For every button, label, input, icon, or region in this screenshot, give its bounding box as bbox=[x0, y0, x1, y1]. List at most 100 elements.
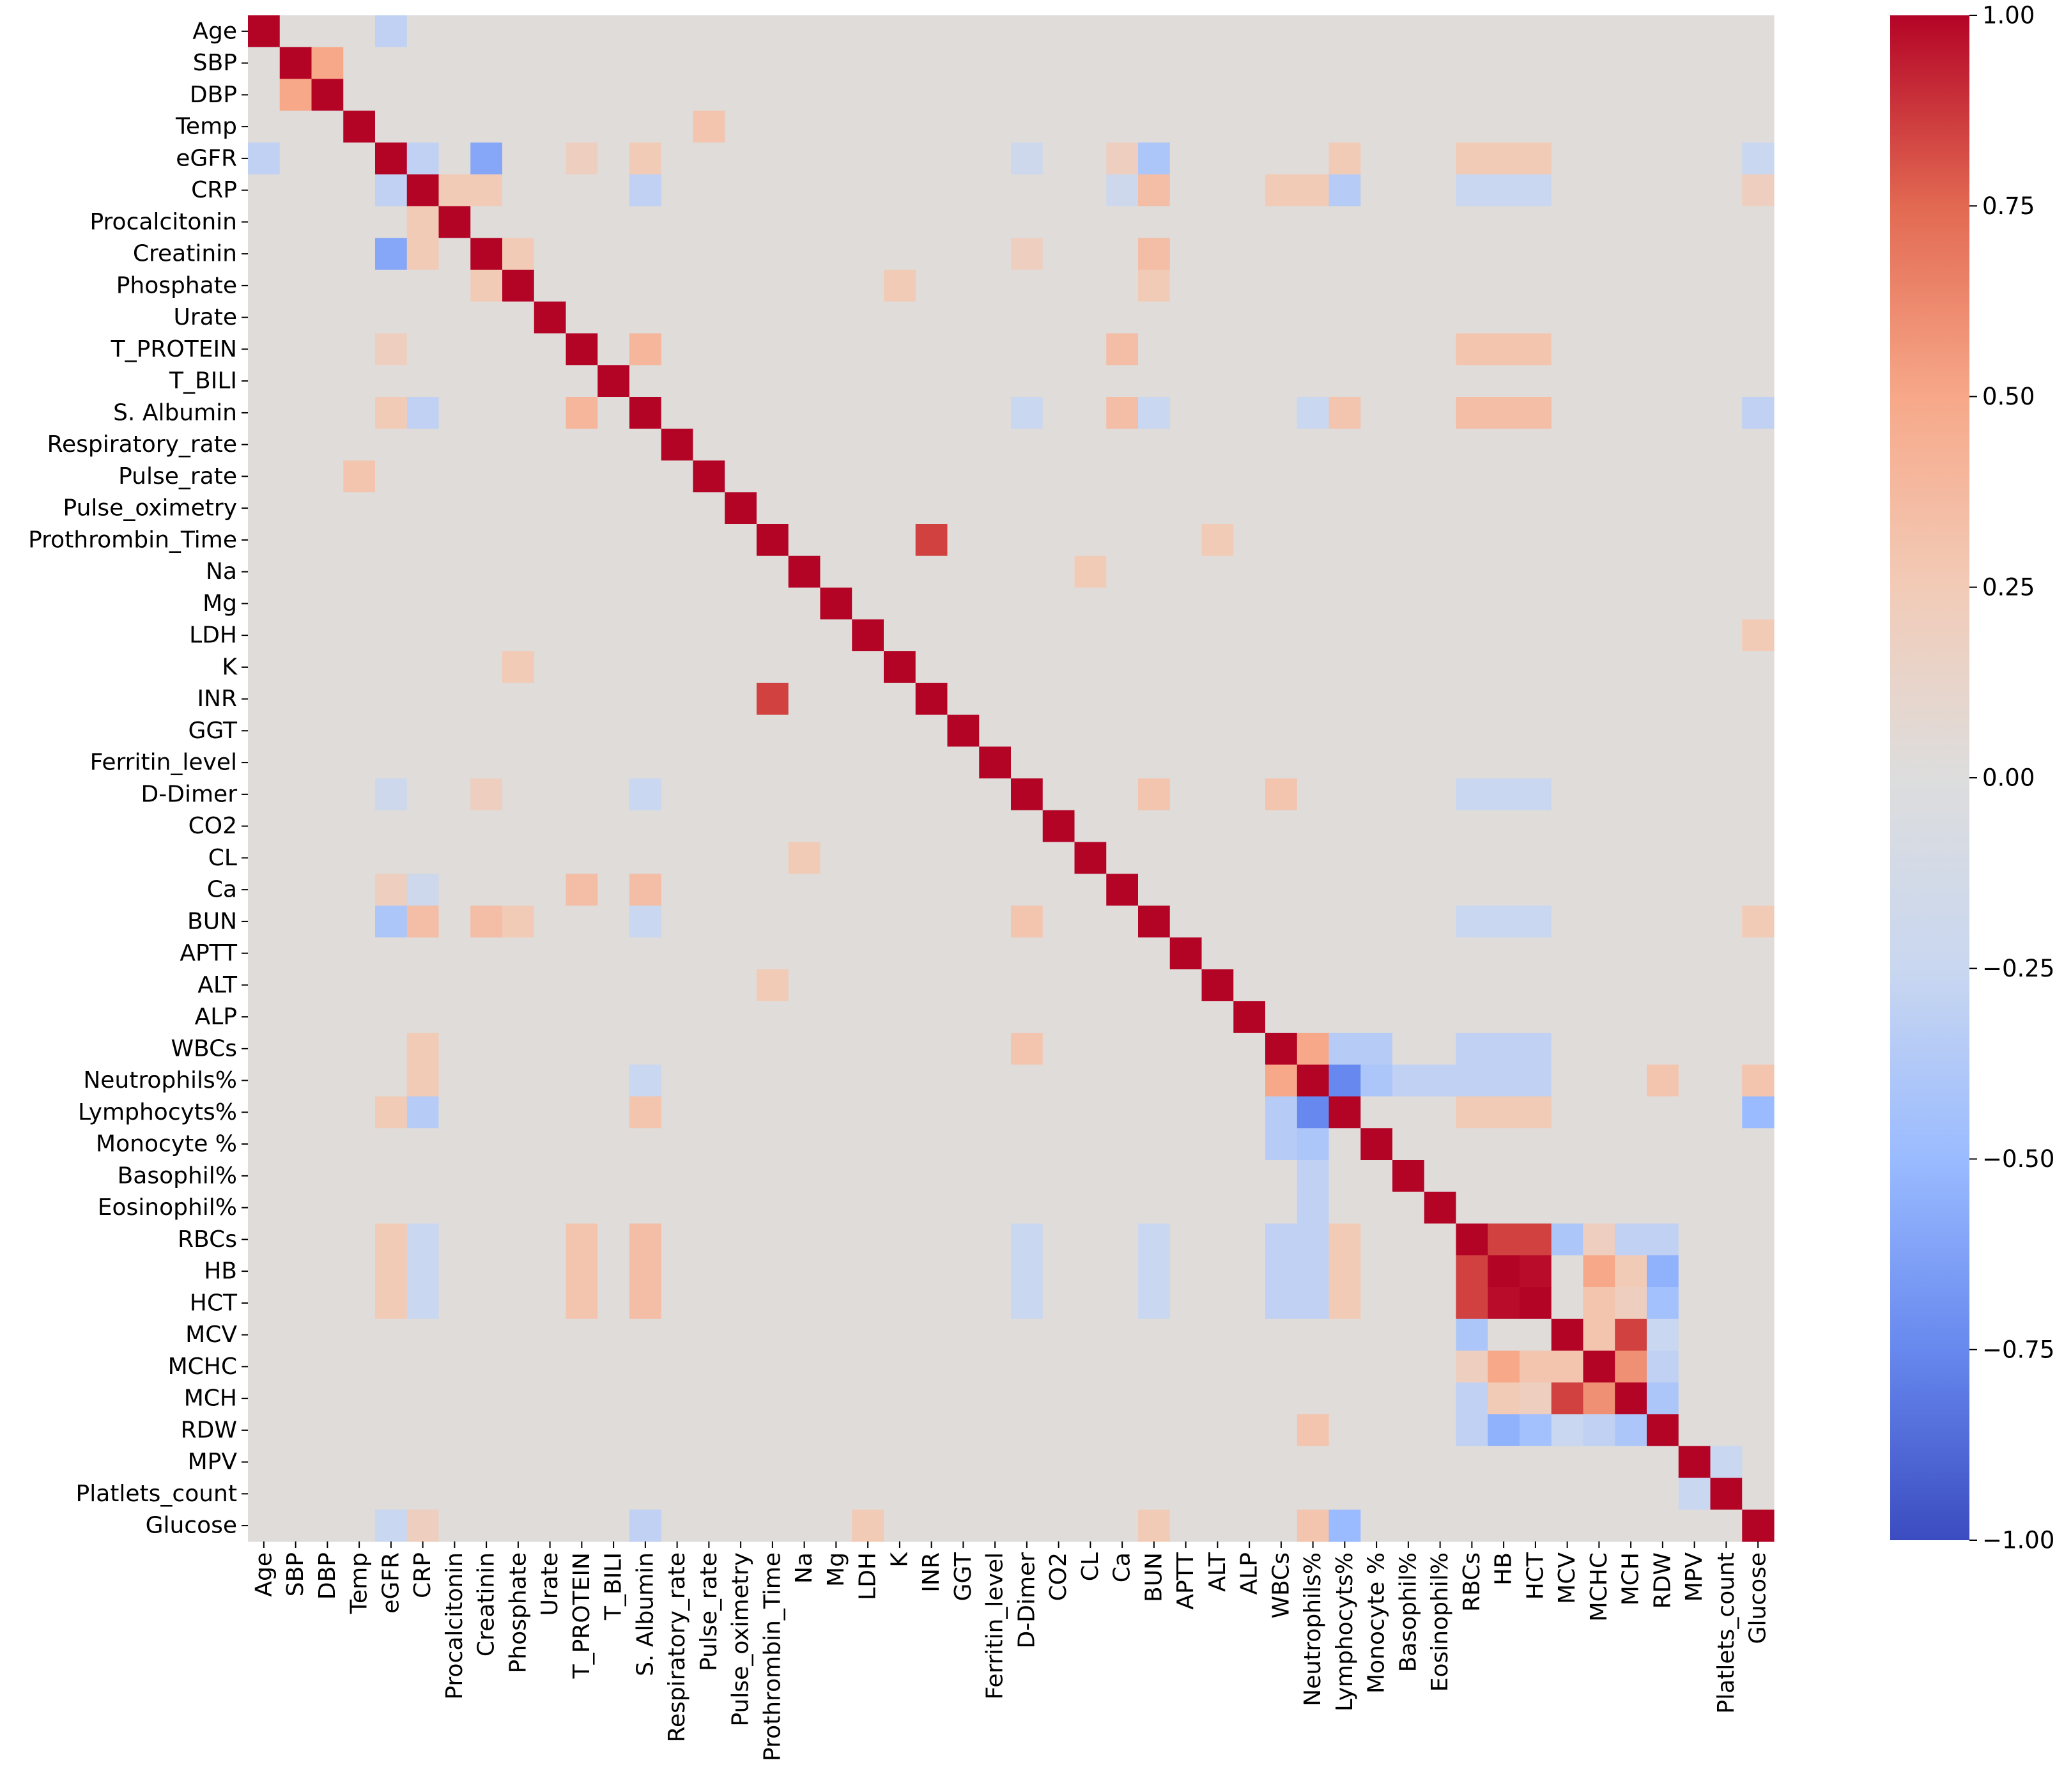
heatmap-cell bbox=[1583, 778, 1615, 811]
heatmap-cell bbox=[1647, 906, 1679, 938]
heatmap-cell bbox=[1583, 397, 1615, 429]
heatmap-cell bbox=[1551, 365, 1584, 398]
heatmap-cell bbox=[406, 1478, 440, 1510]
heatmap-cell bbox=[979, 460, 1012, 493]
heatmap-cell bbox=[1106, 428, 1139, 461]
heatmap-cell bbox=[502, 555, 535, 589]
heatmap-cell bbox=[1297, 874, 1330, 906]
heatmap-cell bbox=[534, 79, 567, 111]
heatmap-cell bbox=[470, 1001, 503, 1033]
heatmap-cell bbox=[884, 714, 916, 747]
heatmap-cell bbox=[1424, 619, 1457, 652]
heatmap-cell bbox=[884, 969, 916, 1001]
heatmap-cell bbox=[1710, 111, 1743, 143]
heatmap-cell bbox=[1742, 1064, 1775, 1097]
heatmap-cell bbox=[1360, 1478, 1393, 1510]
heatmap-cell bbox=[1520, 1001, 1552, 1033]
heatmap-cell bbox=[915, 651, 948, 684]
heatmap-cell bbox=[1678, 524, 1711, 557]
heatmap-cell bbox=[1551, 15, 1584, 48]
heatmap-cell bbox=[1710, 270, 1743, 302]
heatmap-cell bbox=[1042, 111, 1075, 143]
heatmap-cell bbox=[279, 1446, 312, 1479]
heatmap-cell bbox=[1106, 1033, 1139, 1065]
heatmap-cell bbox=[534, 1510, 567, 1542]
heatmap-cell bbox=[279, 174, 312, 207]
heatmap-cell bbox=[1456, 937, 1488, 970]
heatmap-cell bbox=[852, 1160, 884, 1193]
heatmap-cell bbox=[1265, 1223, 1298, 1256]
heatmap-cell bbox=[1551, 238, 1584, 270]
heatmap-cell bbox=[1392, 1128, 1425, 1161]
heatmap-cell bbox=[1265, 1128, 1298, 1161]
heatmap-cell bbox=[566, 714, 598, 747]
heatmap-cell bbox=[693, 111, 725, 143]
heatmap-cell bbox=[1233, 270, 1266, 302]
heatmap-cell bbox=[534, 397, 567, 429]
colorbar-tick-label: 0.50 bbox=[1982, 383, 2035, 410]
heatmap-cell bbox=[1297, 1160, 1330, 1193]
heatmap-cell bbox=[757, 906, 789, 938]
heatmap-cell bbox=[1138, 174, 1171, 207]
heatmap-cell bbox=[725, 1287, 757, 1320]
heatmap-cell bbox=[725, 1414, 757, 1447]
heatmap-cell bbox=[1647, 810, 1679, 843]
heatmap-cell bbox=[693, 47, 725, 80]
heatmap-cell bbox=[502, 365, 535, 398]
heatmap-cell bbox=[470, 397, 503, 429]
heatmap-cell bbox=[343, 460, 376, 493]
heatmap-cell bbox=[884, 1064, 916, 1097]
heatmap-cell bbox=[1583, 651, 1615, 684]
heatmap-cell bbox=[1456, 619, 1488, 652]
heatmap-cell bbox=[1456, 238, 1488, 270]
heatmap-cell bbox=[629, 1382, 662, 1415]
heatmap-cell bbox=[1520, 428, 1552, 461]
heatmap-cell bbox=[311, 1414, 344, 1447]
column-label: Ferritin_level bbox=[982, 1552, 1008, 1699]
heatmap-cell bbox=[915, 428, 948, 461]
heatmap-cell bbox=[1297, 524, 1330, 557]
heatmap-cell bbox=[502, 1287, 535, 1320]
heatmap-cell bbox=[757, 492, 789, 525]
heatmap-cell bbox=[884, 1001, 916, 1033]
heatmap-cell bbox=[788, 906, 821, 938]
heatmap-cell bbox=[1233, 143, 1266, 175]
heatmap-cell bbox=[1742, 778, 1775, 811]
heatmap-cell bbox=[947, 1446, 980, 1479]
heatmap-cell bbox=[248, 1287, 281, 1320]
heatmap-cell bbox=[1551, 1255, 1584, 1288]
heatmap-cell bbox=[1424, 460, 1457, 493]
heatmap-cell bbox=[1329, 1446, 1361, 1479]
heatmap-cell bbox=[597, 460, 630, 493]
heatmap-cell bbox=[1360, 746, 1393, 779]
heatmap-cell bbox=[1138, 1414, 1171, 1447]
heatmap-cell bbox=[1742, 238, 1775, 270]
heatmap-cell bbox=[1615, 270, 1647, 302]
heatmap-cell bbox=[693, 555, 725, 589]
heatmap-cell bbox=[1647, 206, 1679, 238]
heatmap-cell bbox=[311, 1478, 344, 1510]
heatmap-cell bbox=[820, 619, 852, 652]
heatmap-cell bbox=[1297, 1033, 1330, 1065]
heatmap-cell bbox=[1488, 1001, 1520, 1033]
heatmap-cell bbox=[1488, 937, 1520, 970]
heatmap-cell bbox=[1647, 270, 1679, 302]
heatmap-cell bbox=[757, 555, 789, 589]
heatmap-cell bbox=[1647, 397, 1679, 429]
heatmap-cell bbox=[1551, 969, 1584, 1001]
heatmap-cell bbox=[1042, 397, 1075, 429]
row-label: Eosinophil% bbox=[98, 1194, 237, 1221]
heatmap-cell bbox=[1456, 333, 1488, 366]
heatmap-cell bbox=[1329, 1382, 1361, 1415]
heatmap-cell bbox=[1106, 906, 1139, 938]
heatmap-cell bbox=[311, 1382, 344, 1415]
heatmap-cell bbox=[1678, 937, 1711, 970]
row-label: MPV bbox=[188, 1449, 238, 1475]
heatmap-cell bbox=[979, 1096, 1012, 1129]
heatmap-cell bbox=[279, 651, 312, 684]
heatmap-cell bbox=[1647, 47, 1679, 80]
heatmap-cell bbox=[279, 492, 312, 525]
heatmap-cell bbox=[1233, 651, 1266, 684]
heatmap-cell bbox=[1742, 906, 1775, 938]
heatmap-cell bbox=[1265, 333, 1298, 366]
